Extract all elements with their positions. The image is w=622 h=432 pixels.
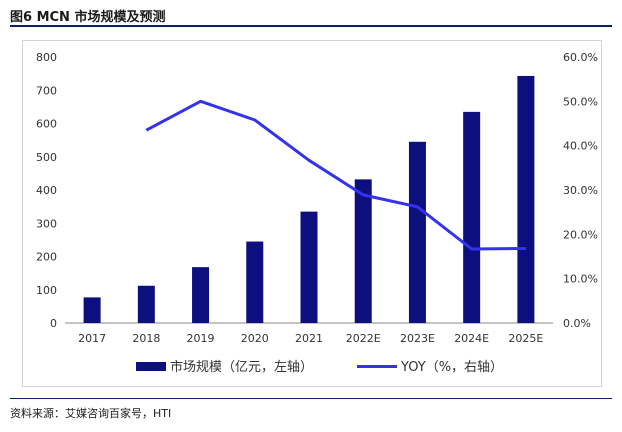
yoy-line <box>145 99 526 251</box>
x-tick-label: 2023E <box>400 332 435 345</box>
left-tick-label: 500 <box>36 151 57 164</box>
source-note: 资料来源：艾媒咨询百家号，HTI <box>10 407 172 420</box>
x-tick-label: 2024E <box>454 332 489 345</box>
bar <box>517 75 535 323</box>
bar <box>83 297 101 323</box>
left-axis-ticks: 0 100 200 300 400 500 600 700 800 <box>36 51 57 330</box>
x-tick-label: 2020 <box>241 332 269 345</box>
right-tick-label: 10.0% <box>563 273 598 286</box>
bar <box>246 241 264 323</box>
right-tick-label: 50.0% <box>563 95 598 108</box>
bar <box>408 141 426 323</box>
title-rule <box>10 25 612 27</box>
x-axis-ticks: 2017 2018 2019 2020 2021 2022E 2023E 2024E 2025E <box>78 332 543 345</box>
legend-label-bar: 市场规模（亿元，左轴） <box>170 359 313 375</box>
x-tick-label: 2017 <box>78 332 106 345</box>
chart-title: 图6 MCN 市场规模及预测 <box>10 10 166 25</box>
right-tick-label: 40.0% <box>563 140 598 153</box>
x-tick-label: 2018 <box>132 332 160 345</box>
left-tick-label: 0 <box>50 317 57 330</box>
footer-rule <box>10 398 612 399</box>
yoy-series <box>145 99 526 251</box>
left-tick-label: 700 <box>36 84 57 97</box>
right-tick-label: 30.0% <box>563 184 598 197</box>
chart-frame <box>22 40 602 387</box>
legend: 市场规模（亿元，左轴） YOY（%，右轴） <box>136 359 503 375</box>
left-tick-label: 400 <box>36 184 57 197</box>
x-tick-label: 2025E <box>508 332 543 345</box>
left-tick-label: 300 <box>36 217 57 230</box>
bar <box>137 285 155 323</box>
left-tick-label: 200 <box>36 251 57 264</box>
x-tick-label: 2021 <box>295 332 323 345</box>
bar <box>463 111 481 323</box>
bar-series <box>83 75 535 323</box>
bar <box>354 179 372 323</box>
legend-label-line: YOY（%，右轴） <box>400 360 503 375</box>
left-tick-label: 600 <box>36 118 57 131</box>
bar <box>192 267 210 323</box>
x-tick-label: 2022E <box>346 332 381 345</box>
left-tick-label: 100 <box>36 284 57 297</box>
right-tick-label: 20.0% <box>563 228 598 241</box>
legend-swatch-bar <box>136 362 166 371</box>
right-tick-label: 0.0% <box>563 317 591 330</box>
right-axis-ticks: 0.0% 10.0% 20.0% 30.0% 40.0% 50.0% 60.0% <box>563 51 598 330</box>
bar <box>300 211 318 323</box>
left-tick-label: 800 <box>36 51 57 64</box>
x-tick-label: 2019 <box>187 332 215 345</box>
right-tick-label: 60.0% <box>563 51 598 64</box>
